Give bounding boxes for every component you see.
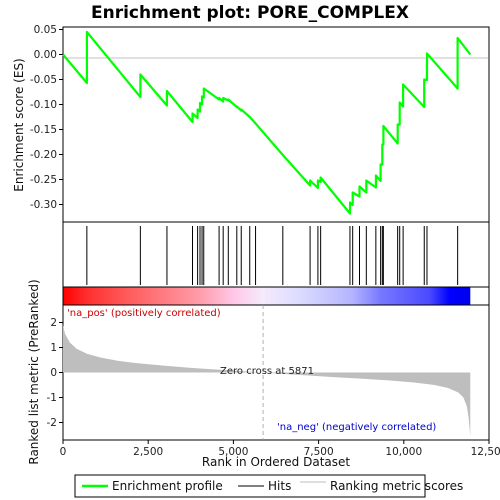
x-tick-label: 0: [60, 446, 67, 458]
metric-y-tick-label: -2: [47, 417, 57, 429]
es-curve: [62, 30, 472, 215]
legend-label: Hits: [268, 479, 291, 493]
es-y-tick-label: 0.05: [34, 24, 57, 36]
metric-y-tick-label: 1: [50, 342, 57, 354]
legend: Enrichment profile Hits Ranking metric sco…: [82, 479, 463, 493]
hit-marks: [86, 226, 459, 285]
metric-y-tick-label: 2: [50, 317, 57, 329]
x-tick-label: 7,500: [304, 446, 334, 458]
positive-label: 'na_pos' (positively correlated): [67, 308, 221, 319]
metric-y-ticks: 2 1 0 -1 -2: [47, 317, 63, 429]
es-y-tick-label: -0.25: [30, 174, 57, 186]
metric-y-tick-label: -1: [47, 392, 57, 404]
x-tick-label: 5,000: [218, 446, 248, 458]
x-axis-ticks: 0 2,500 5,000 7,500 10,000 12,500: [60, 440, 500, 458]
es-y-tick-label: -0.20: [30, 149, 57, 161]
legend-label: Ranking metric scores: [330, 479, 463, 493]
x-tick-label: 2,500: [133, 446, 163, 458]
es-y-tick-label: -0.30: [30, 199, 57, 211]
es-y-axis-title: Enrichment score (ES): [12, 58, 26, 191]
legend-label: Enrichment profile: [112, 479, 223, 493]
es-y-ticks: 0.05 0.00 -0.05 -0.10 -0.15 -0.20 -0.25 -0.30: [30, 24, 63, 211]
x-axis-title: Rank in Ordered Dataset: [202, 455, 350, 469]
metric-y-axis-title: Ranked list metric (PreRanked): [27, 279, 41, 464]
x-tick-label: 12,500: [471, 446, 500, 458]
x-tick-label: 10,000: [385, 446, 422, 458]
es-y-tick-label: 0.00: [34, 49, 57, 61]
zero-cross-label: Zero cross at 5871: [220, 366, 314, 377]
es-y-tick-label: -0.05: [30, 74, 57, 86]
es-y-tick-label: -0.15: [30, 124, 57, 136]
es-panel: [62, 26, 490, 223]
chart-title: Enrichment plot: PORE_COMPLEX: [91, 3, 409, 23]
metric-y-tick-label: 0: [50, 367, 57, 379]
rank-color-bar: [63, 287, 471, 305]
negative-label: 'na_neg' (negatively correlated): [277, 422, 436, 433]
hits-panel: [62, 221, 490, 288]
es-y-tick-label: -0.10: [30, 99, 57, 111]
